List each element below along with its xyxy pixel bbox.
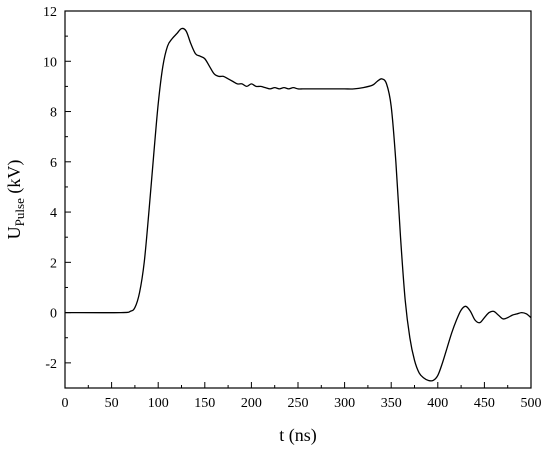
y-tick-marks: [65, 10, 71, 389]
x-tick-label: 100: [148, 396, 169, 411]
y-tick-label: 8: [50, 106, 57, 121]
plot-area: [64, 10, 532, 389]
x-tick-label: 400: [427, 396, 448, 411]
x-tick-label: 300: [334, 396, 355, 411]
x-tick-label: 250: [288, 396, 309, 411]
y-tick-label: 2: [50, 256, 57, 271]
y-tick-label: 6: [50, 156, 57, 171]
x-tick-label: 150: [194, 396, 215, 411]
x-tick-label: 450: [474, 396, 495, 411]
x-axis-title: t (ns): [279, 425, 317, 446]
y-tick-label: -2: [45, 357, 57, 372]
x-tick-label: 350: [381, 396, 402, 411]
x-tick-label: 500: [521, 396, 542, 411]
y-axis-title-subscript: Pulse: [12, 198, 27, 226]
y-tick-label: 4: [50, 206, 57, 221]
y-tick-labels: -2 0 2 4 6 8 10 12: [43, 5, 57, 372]
pulse-voltage-line: [64, 27, 532, 382]
x-tick-labels: 0 50 100 150 200 250 300 350 400 450 500: [62, 396, 542, 411]
y-tick-label: 10: [43, 55, 57, 70]
x-tick-label: 200: [241, 396, 262, 411]
y-tick-label: 12: [43, 5, 57, 20]
y-axis-title: UPulse (kV): [4, 160, 27, 240]
plot-frame: [64, 10, 532, 389]
y-tick-label: 0: [50, 307, 57, 322]
y-axis-title-main: U: [4, 226, 24, 239]
x-tick-marks: [64, 382, 532, 388]
y-axis-title-unit: (kV): [4, 160, 25, 199]
x-tick-label: 50: [105, 396, 119, 411]
x-tick-label: 0: [62, 396, 69, 411]
